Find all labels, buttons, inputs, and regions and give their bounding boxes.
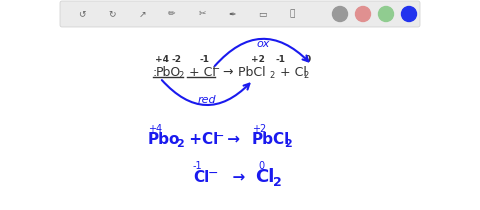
Text: ▭: ▭ [258,9,266,18]
Text: 2: 2 [284,139,292,149]
Text: −: − [214,130,225,143]
Circle shape [379,7,394,21]
Text: 2: 2 [178,71,183,80]
Text: PbO: PbO [156,66,181,79]
Text: -1: -1 [200,55,210,63]
Text: Cl: Cl [255,168,275,186]
Text: −: − [208,167,218,180]
Circle shape [401,7,417,21]
Text: 0: 0 [305,55,311,63]
Text: 2: 2 [269,71,274,80]
Text: PbCl: PbCl [252,133,290,147]
Text: Pbo: Pbo [148,133,180,147]
Text: + Cl: + Cl [276,66,307,79]
Circle shape [356,7,371,21]
FancyBboxPatch shape [60,1,420,27]
Text: red: red [198,95,216,105]
Text: ✏: ✏ [168,9,176,18]
Text: ↺: ↺ [78,9,86,18]
Text: +2: +2 [252,124,266,134]
Text: ⬛: ⬛ [289,9,295,18]
Text: 2: 2 [273,176,282,189]
Text: -1: -1 [276,55,286,63]
Text: ✂: ✂ [198,9,206,18]
Text: Cl: Cl [193,169,209,185]
Text: →: → [222,133,240,147]
Text: ✒: ✒ [228,9,236,18]
Text: +4: +4 [155,55,169,63]
Text: +Cl: +Cl [184,133,218,147]
Text: ox: ox [256,39,270,49]
Text: :: : [152,66,156,79]
Text: + Cl: + Cl [185,66,216,79]
Text: →: → [222,169,245,185]
Text: 2: 2 [176,139,184,149]
Text: →: → [219,66,233,79]
Text: -2: -2 [172,55,182,63]
Text: ↻: ↻ [108,9,116,18]
Text: ↗: ↗ [138,9,146,18]
Text: 2: 2 [303,71,308,80]
Text: 0: 0 [258,161,264,171]
Text: +4: +4 [148,124,162,134]
Text: -1: -1 [193,161,203,171]
Text: +2: +2 [251,55,265,63]
Text: PbCl: PbCl [234,66,265,79]
Circle shape [333,7,348,21]
Text: −: − [212,64,220,74]
